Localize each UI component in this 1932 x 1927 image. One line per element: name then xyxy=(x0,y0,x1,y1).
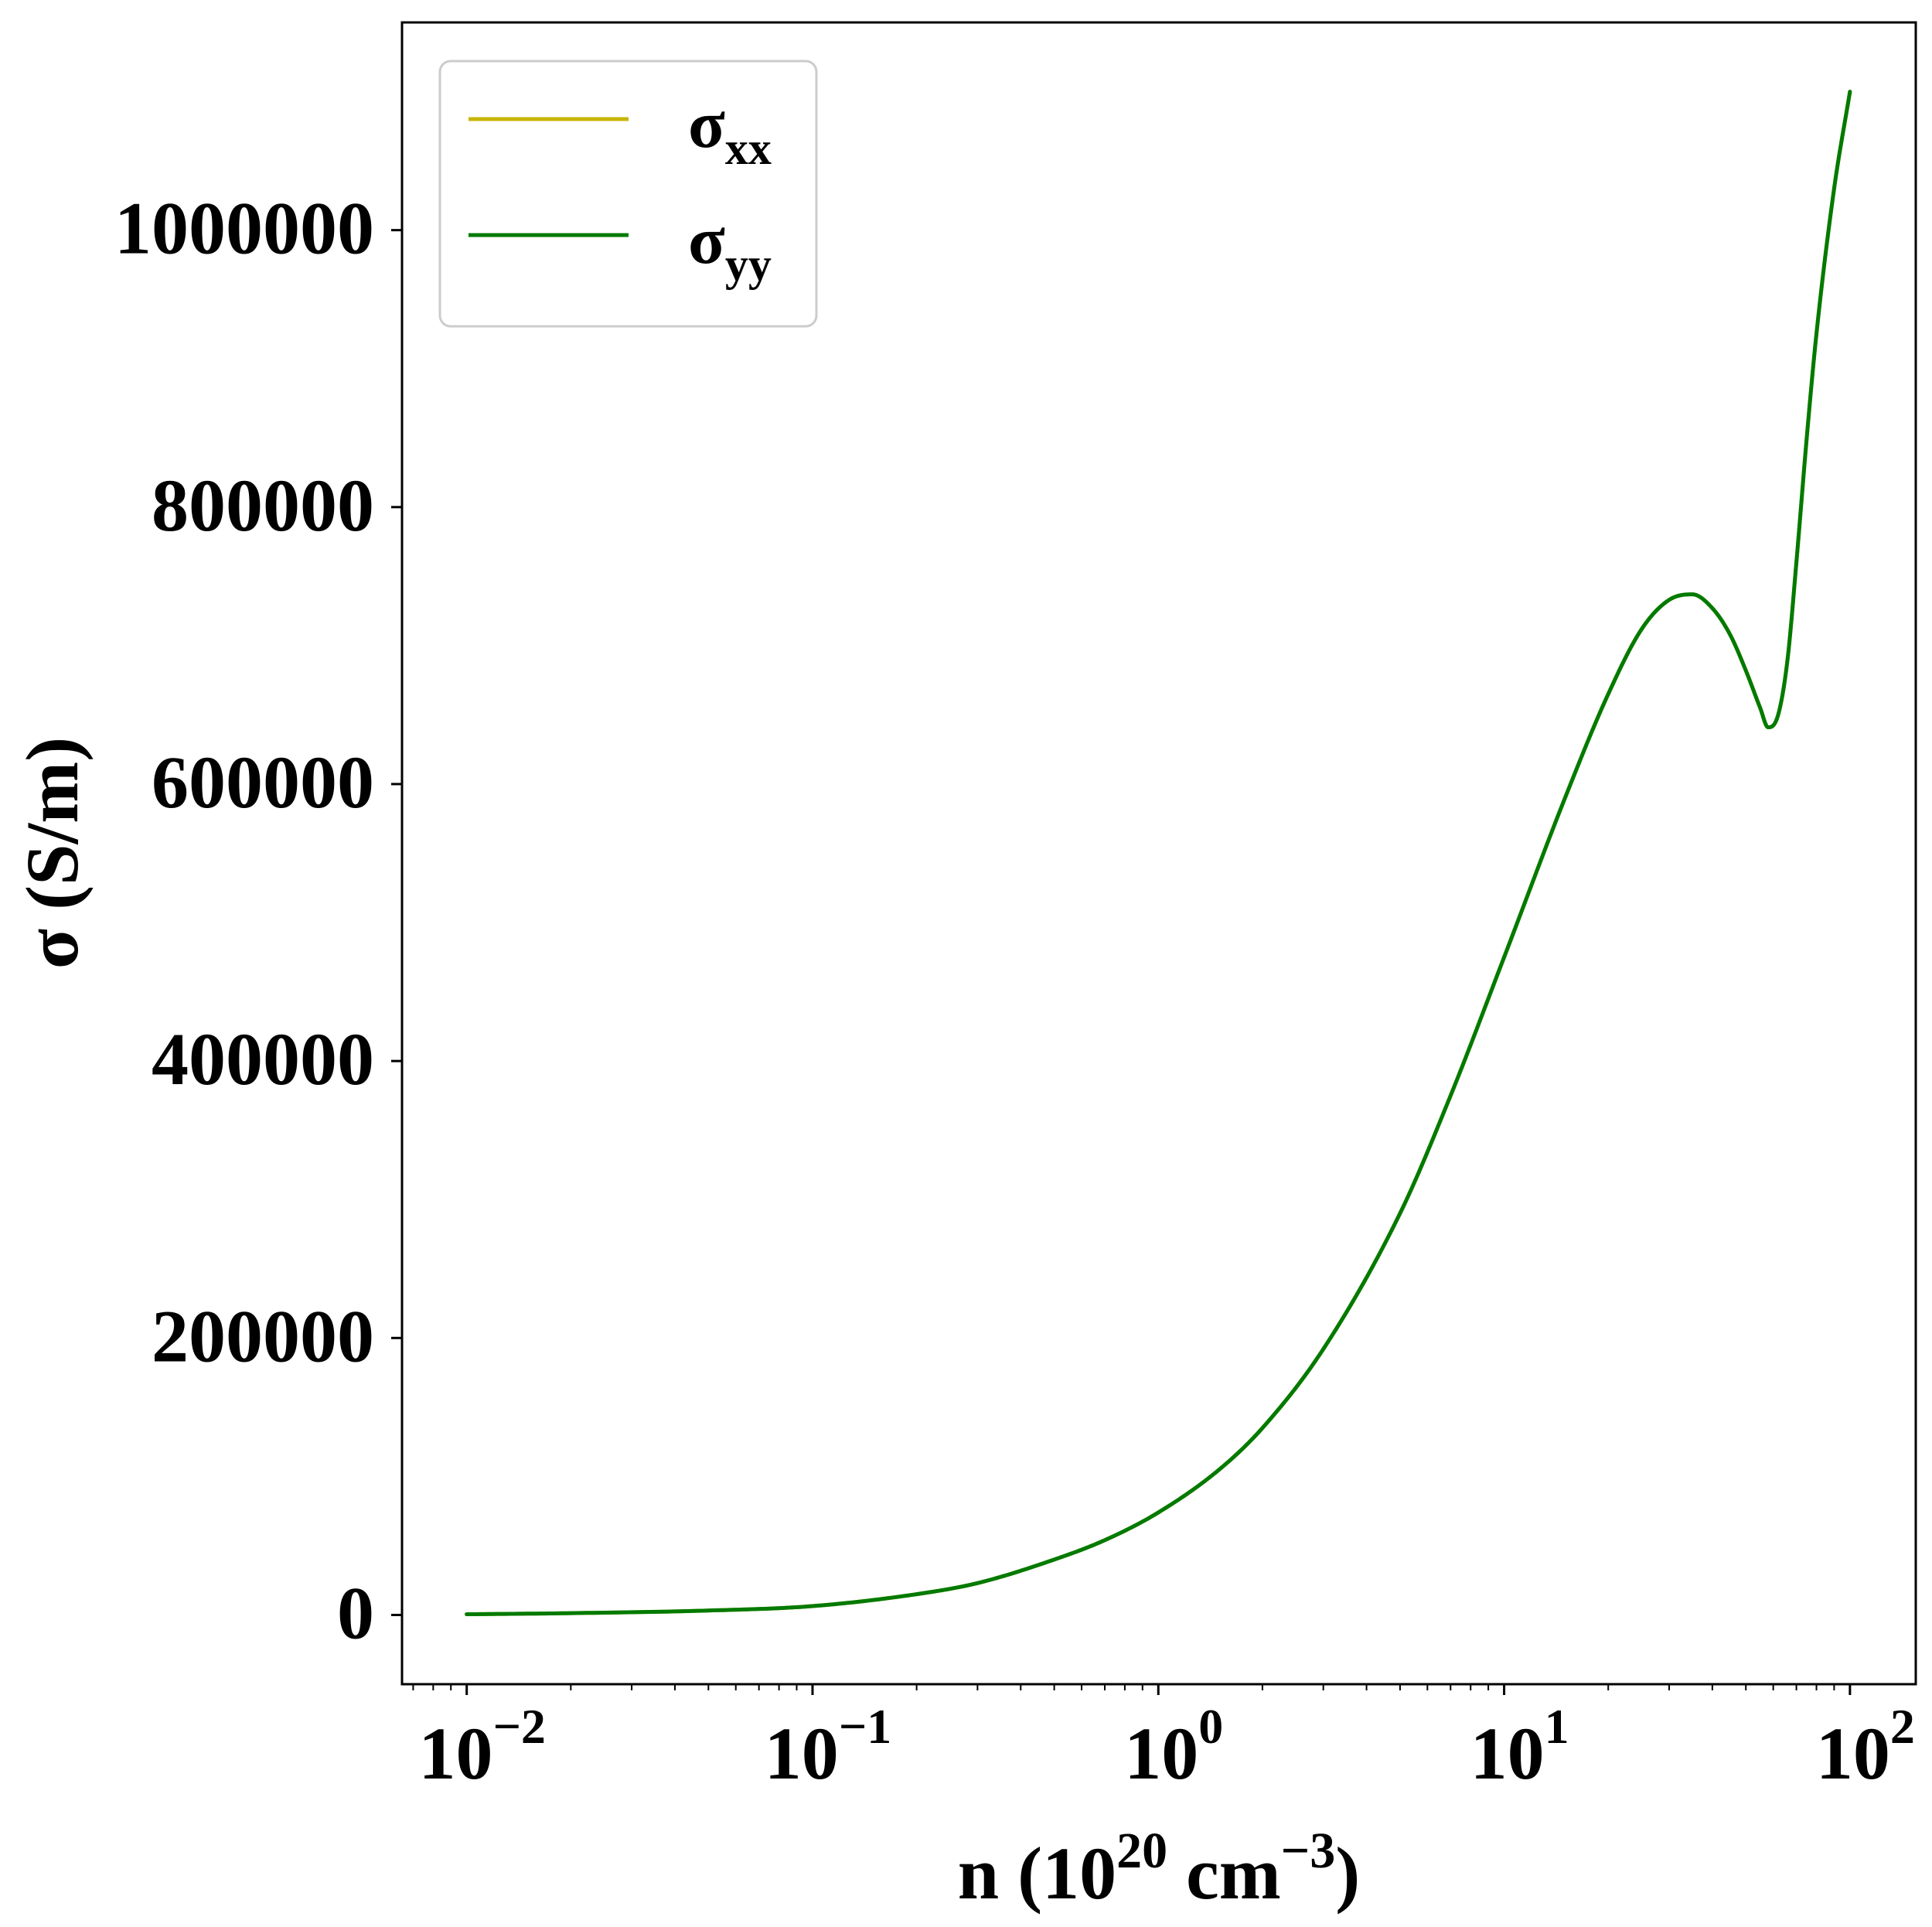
y-tick-label: 800000 xyxy=(152,464,374,547)
y-tick-label: 1000000 xyxy=(114,187,374,270)
x-tick-label: 102 xyxy=(1816,1699,1915,1795)
x-label-end: ) xyxy=(1335,1832,1360,1915)
legend-label-yy: σyy xyxy=(688,203,772,290)
x-label-main: n (10 xyxy=(958,1832,1116,1915)
legend-label-xx-sub: xx xyxy=(725,123,772,174)
x-tick-label: 10−1 xyxy=(765,1699,891,1795)
legend-label-xx: σxx xyxy=(688,87,772,174)
legend-label-xx-base: σ xyxy=(688,87,725,162)
series-line-yy xyxy=(465,90,1852,1617)
y-tick-label: 400000 xyxy=(152,1018,374,1100)
legend: σxx σyy xyxy=(438,60,818,328)
x-tick-label: 100 xyxy=(1124,1699,1223,1795)
x-label-sup1: 20 xyxy=(1116,1823,1167,1879)
legend-label-yy-base: σ xyxy=(688,203,725,278)
y-tick-label: 200000 xyxy=(152,1294,374,1377)
y-axis-label: σ (S/m) xyxy=(11,737,94,969)
y-tick-label: 600000 xyxy=(152,741,374,824)
legend-box xyxy=(438,60,818,328)
series-layer xyxy=(465,90,1852,1617)
x-tick-label: 10−2 xyxy=(418,1699,545,1795)
x-axis-label: n (1020 cm−3) xyxy=(958,1823,1361,1915)
y-tick-label: 0 xyxy=(337,1571,374,1654)
x-axis-ticks: 10−2 10−1 100 101 102 xyxy=(412,1684,1915,1795)
y-axis-ticks: 0 200000 400000 600000 800000 1000000 xyxy=(114,187,402,1654)
x-label-mid: cm xyxy=(1167,1832,1281,1915)
x-label-sup2: −3 xyxy=(1281,1823,1336,1879)
legend-label-yy-sub: yy xyxy=(725,239,772,290)
x-tick-label: 101 xyxy=(1470,1699,1569,1795)
